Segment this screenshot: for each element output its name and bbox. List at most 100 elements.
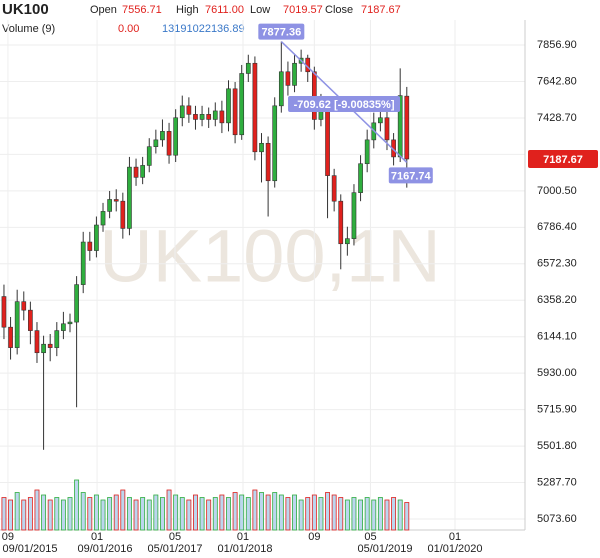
y-tick-label: 5930.00 bbox=[537, 367, 577, 379]
x-date-label: 01/01/2018 bbox=[217, 543, 272, 555]
volume-bar bbox=[166, 489, 172, 531]
volume-bar bbox=[54, 497, 60, 531]
candle-body bbox=[338, 200, 344, 245]
y-tick-label: 7856.90 bbox=[537, 39, 577, 51]
y-tick-label: 6786.40 bbox=[537, 221, 577, 233]
volume-bar bbox=[100, 499, 106, 531]
y-tick-label: 7428.70 bbox=[537, 112, 577, 124]
watermark: UK100,1N bbox=[99, 215, 440, 298]
candle-body bbox=[384, 117, 390, 141]
candle-body bbox=[193, 114, 198, 120]
candle-body bbox=[14, 301, 20, 348]
candle-body bbox=[226, 88, 231, 124]
volume-bar bbox=[113, 494, 119, 531]
candle-body bbox=[186, 105, 192, 115]
x-tick-label: 05 bbox=[364, 531, 376, 543]
candle-body bbox=[21, 301, 27, 311]
volume-bar bbox=[153, 494, 159, 531]
volume-bar bbox=[126, 497, 132, 531]
candle-body bbox=[153, 139, 159, 147]
x-date-label: 01/01/2020 bbox=[427, 543, 482, 555]
volume-bar bbox=[93, 494, 99, 531]
volume-bar bbox=[252, 489, 258, 531]
volume-bar bbox=[47, 499, 53, 531]
candle-body bbox=[34, 330, 40, 354]
volume-bar bbox=[173, 494, 179, 531]
legend-value: 7611.00 bbox=[205, 4, 244, 16]
volume-bar bbox=[298, 499, 304, 531]
candle-body bbox=[358, 163, 363, 193]
volume-bar bbox=[21, 499, 27, 531]
measure-label-box bbox=[288, 95, 401, 112]
candle-body bbox=[364, 139, 370, 165]
volume-bar bbox=[133, 499, 139, 531]
volume-bar bbox=[239, 494, 245, 531]
volume-bar bbox=[226, 497, 231, 531]
volume-bar bbox=[285, 497, 291, 531]
volume-bar bbox=[14, 492, 20, 531]
candle-body bbox=[173, 117, 179, 156]
legend-label: Low bbox=[250, 4, 270, 16]
measure-end-label-box bbox=[388, 167, 433, 184]
candle-body bbox=[351, 192, 357, 239]
candle-body bbox=[67, 321, 73, 325]
volume-bar bbox=[1, 497, 7, 531]
candle-body bbox=[80, 241, 86, 285]
candle-body bbox=[166, 131, 172, 156]
measure-label: -709.62 [-9.00835%] bbox=[294, 99, 395, 111]
legend-value: 7187.67 bbox=[361, 4, 401, 16]
volume-bar bbox=[377, 497, 383, 531]
volume-bar bbox=[80, 492, 86, 531]
y-tick-label: 5715.90 bbox=[537, 404, 577, 416]
volume-bar bbox=[146, 499, 152, 531]
volume-bar bbox=[331, 494, 337, 531]
x-date-label: 05/01/2017 bbox=[147, 543, 202, 555]
legend-label: High bbox=[176, 4, 199, 16]
y-tick-label: 6144.10 bbox=[537, 331, 577, 343]
measure-start-label: 7877.36 bbox=[261, 26, 301, 38]
volume-bar bbox=[74, 479, 80, 531]
volume-bar bbox=[27, 497, 33, 531]
candle-body bbox=[285, 71, 291, 86]
candle-body bbox=[206, 114, 212, 120]
volume-bar bbox=[404, 502, 410, 531]
candle-body bbox=[47, 343, 53, 348]
y-tick-label: 5073.60 bbox=[537, 513, 577, 525]
volume-bar bbox=[371, 499, 377, 531]
candle-body bbox=[179, 105, 185, 119]
candle-body bbox=[54, 330, 60, 348]
candle-body bbox=[94, 224, 99, 251]
volume-bar bbox=[338, 497, 344, 531]
volume-bar bbox=[292, 494, 297, 531]
volume-bar bbox=[272, 492, 278, 531]
volume-label: Volume (9) bbox=[2, 23, 55, 35]
y-tick-label: 7642.80 bbox=[537, 75, 577, 87]
x-tick-label: 09 bbox=[308, 531, 320, 543]
volume-bar bbox=[41, 494, 47, 531]
volume-bar bbox=[358, 499, 364, 531]
volume-bar bbox=[278, 494, 284, 531]
y-tick-label: 6358.20 bbox=[537, 294, 577, 306]
last-price-label: 7187.67 bbox=[543, 154, 583, 166]
volume-value: 0.00 bbox=[118, 23, 139, 35]
candle-body bbox=[232, 88, 238, 136]
candle-body bbox=[140, 165, 145, 178]
candle-body bbox=[212, 110, 218, 120]
candle-body bbox=[87, 241, 93, 251]
candle-body bbox=[146, 146, 152, 166]
volume-bar bbox=[34, 489, 40, 531]
volume-bar bbox=[325, 492, 330, 531]
volume-bar bbox=[397, 499, 403, 531]
candle-body bbox=[120, 200, 126, 229]
candle-body bbox=[378, 117, 383, 124]
volume-bar bbox=[160, 497, 165, 531]
legend-value: 7019.57 bbox=[283, 4, 323, 16]
volume-bar bbox=[391, 497, 397, 531]
candle-body bbox=[265, 142, 271, 182]
volume-bar bbox=[384, 499, 390, 531]
last-price-box bbox=[528, 150, 598, 169]
y-tick-label: 6572.30 bbox=[537, 258, 577, 270]
candle-body bbox=[127, 166, 132, 229]
